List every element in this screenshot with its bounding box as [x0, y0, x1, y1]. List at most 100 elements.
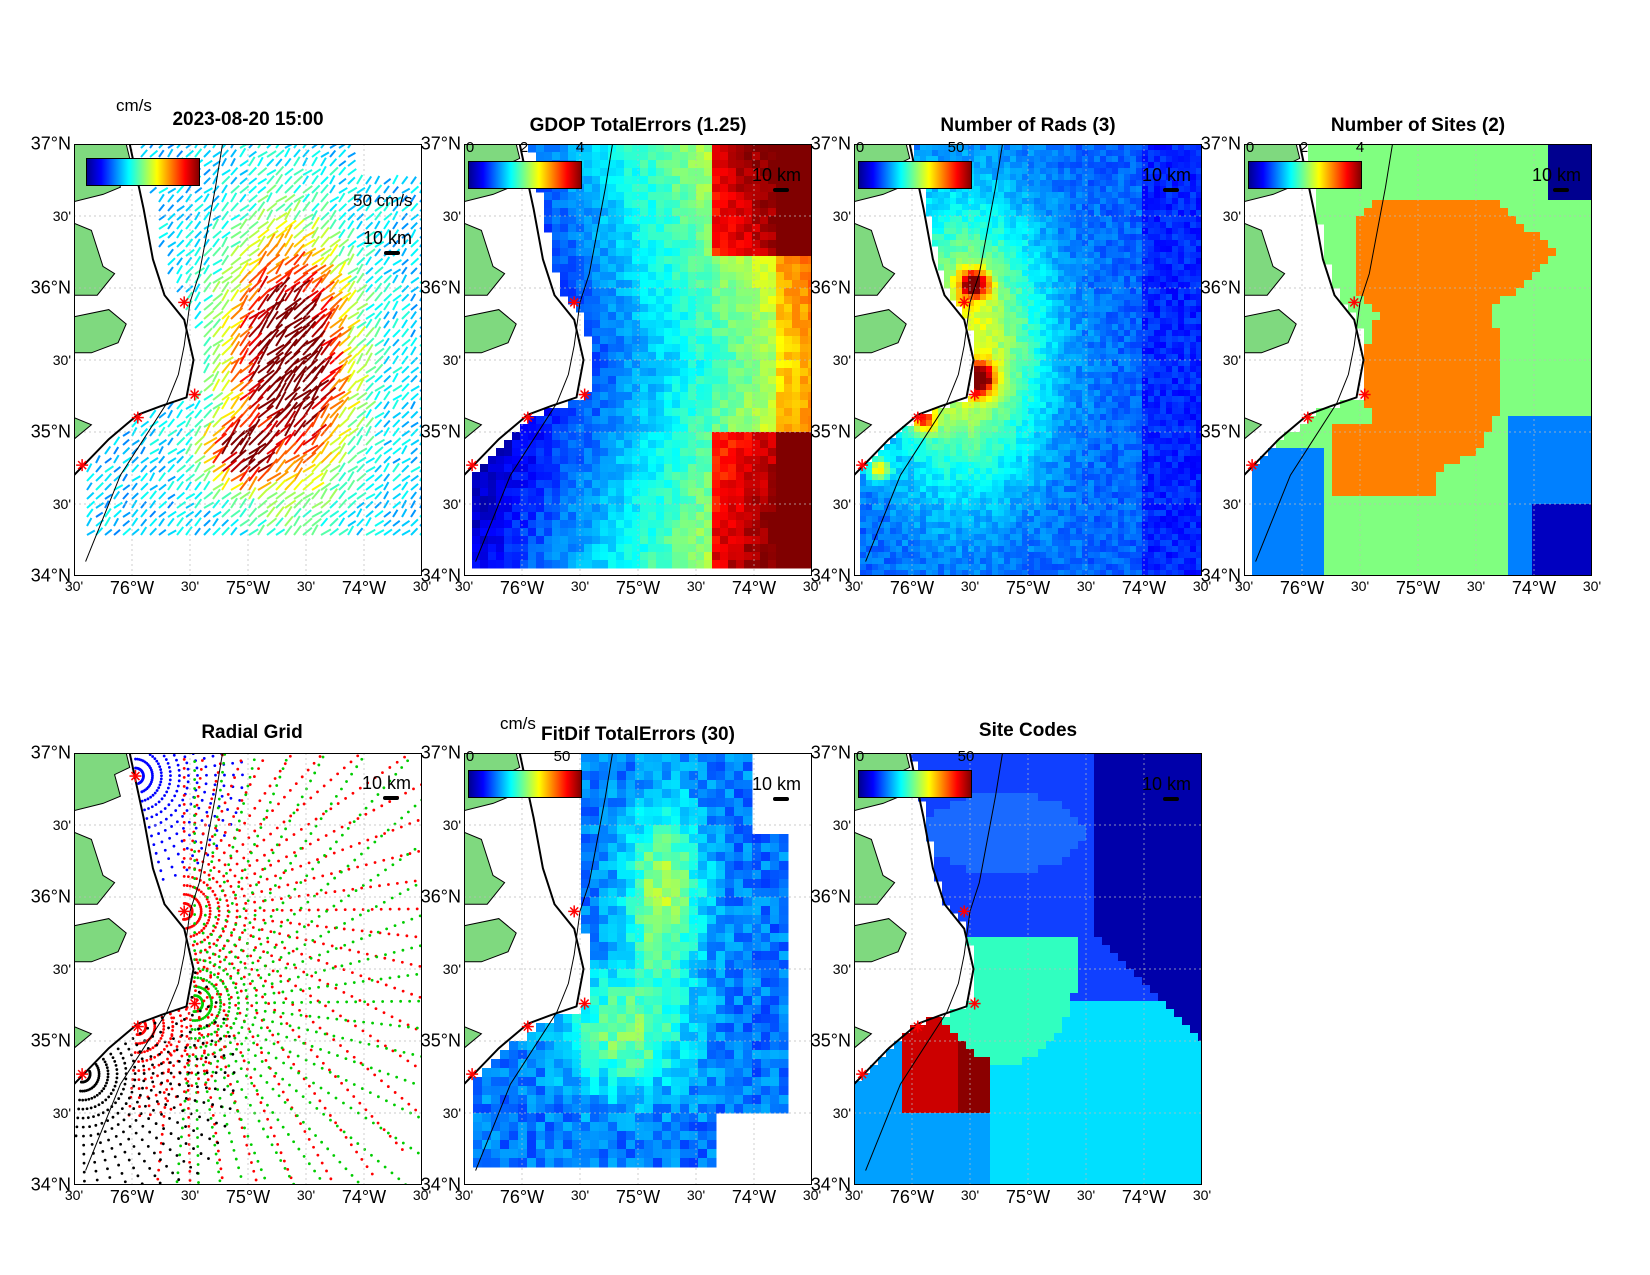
nrads-colorbar [858, 161, 972, 189]
site-marker-icon [578, 388, 591, 401]
radial-grid-map [73, 752, 424, 1187]
coastline [853, 143, 975, 476]
lat-tick-label: 30' [52, 1105, 71, 1121]
coastline [1243, 143, 1365, 476]
lon-tick-label: 30' [296, 578, 316, 594]
panel-currents [73, 138, 429, 576]
gdop-title: GDOP TotalErrors (1.25) [529, 115, 747, 136]
nsites-colorbar [1248, 161, 1362, 189]
lon-tick-label: 76°W [889, 578, 935, 598]
lon-tick-label: 30' [64, 578, 84, 594]
nsites-cb-tick-1: 2 [1299, 139, 1309, 156]
lon-tick-label: 74°W [731, 1187, 777, 1207]
site-marker-icon [911, 1020, 924, 1033]
lon-tick-label: 30' [844, 1187, 864, 1203]
lon-tick-label: 30' [570, 1187, 590, 1203]
lon-tick-label: 30' [844, 578, 864, 594]
land-polygon [463, 309, 517, 354]
gdop-cb-tick-0: 0 [465, 139, 475, 156]
lon-tick-label: 30' [1076, 1187, 1096, 1203]
lon-tick-label: 30' [960, 578, 980, 594]
lon-tick-label: 76°W [1279, 578, 1325, 598]
lat-tick-label: 30' [52, 817, 71, 833]
site-marker-icon [178, 905, 191, 918]
lon-tick-label: 75°W [615, 1187, 661, 1207]
nrads-title: Number of Rads (3) [940, 115, 1116, 136]
lat-tick-label: 37°N [420, 133, 461, 154]
lat-tick-label: 30' [832, 352, 851, 368]
panel-site-codes [853, 752, 1207, 1186]
lon-tick-label: 30' [296, 1187, 316, 1203]
land-polygon [463, 831, 506, 905]
lon-tick-label: 30' [1582, 578, 1602, 594]
lat-tick-label: 35°N [420, 1030, 461, 1051]
site-marker-icon [968, 997, 981, 1010]
site-marker-icon [521, 1020, 534, 1033]
scale-bar [384, 251, 400, 255]
fitdif-map [463, 752, 812, 1185]
nsites-scale-bar [1553, 188, 1569, 192]
lat-tick-label: 30' [832, 208, 851, 224]
panel-nrads [853, 143, 1203, 577]
land-polygon [853, 309, 907, 354]
lon-tick-label: 75°W [1005, 1187, 1051, 1207]
lat-tick-label: 30' [442, 817, 461, 833]
lat-tick-label: 35°N [420, 421, 461, 442]
lat-tick-label: 30' [832, 961, 851, 977]
gdop-scale-label: 10 km [752, 165, 802, 185]
gdop-colorbar [468, 161, 582, 189]
land-polygon [73, 831, 116, 905]
site-codes-colorbar [858, 770, 972, 798]
site-marker-icon [568, 296, 581, 309]
lat-tick-label: 30' [442, 1105, 461, 1121]
lat-tick-label: 34°N [30, 565, 71, 586]
radial-scale-label: 10 km [362, 773, 412, 793]
nsites-cb-tick-2: 4 [1355, 139, 1365, 156]
lon-tick-label: 30' [1466, 578, 1486, 594]
timestamp-title: 2023-08-20 15:00 [172, 109, 324, 130]
site-marker-icon [578, 997, 591, 1010]
lat-tick-label: 37°N [30, 133, 71, 154]
lat-tick-label: 35°N [30, 421, 71, 442]
lon-tick-label: 30' [802, 578, 822, 594]
land-polygon [73, 416, 93, 441]
lat-tick-label: 30' [1222, 352, 1241, 368]
lat-tick-label: 30' [1222, 496, 1241, 512]
lon-tick-label: 75°W [1005, 578, 1051, 598]
isobath-line [865, 143, 1003, 562]
site-marker-icon [911, 411, 924, 424]
lat-tick-label: 37°N [810, 133, 851, 154]
panel-gdop [463, 143, 817, 576]
site-codes-map [853, 752, 1207, 1186]
isobath-line [475, 143, 613, 562]
land-polygon [463, 1025, 483, 1050]
lon-tick-label: 76°W [499, 1187, 545, 1207]
lat-tick-label: 30' [52, 352, 71, 368]
lon-tick-label: 74°W [341, 578, 387, 598]
lat-tick-label: 35°N [1200, 421, 1241, 442]
map-frame [74, 753, 422, 1185]
nrads-scale-bar [1163, 188, 1179, 192]
site-codes-title: Site Codes [978, 720, 1078, 741]
site-marker-icon [466, 1068, 479, 1081]
fitdif-units-label: cm/s [500, 714, 536, 733]
gdop-map [463, 143, 817, 576]
site-marker-icon [1301, 411, 1314, 424]
map-frame [464, 753, 812, 1185]
coastline [73, 752, 195, 1085]
lon-tick-label: 75°W [225, 1187, 271, 1207]
land-polygon [463, 918, 517, 963]
coastline [853, 752, 975, 1085]
lat-tick-label: 34°N [420, 1174, 461, 1195]
land-polygon [1243, 416, 1263, 441]
lat-tick-label: 30' [52, 208, 71, 224]
lat-tick-label: 37°N [810, 742, 851, 763]
map-frame [1244, 144, 1592, 576]
lat-tick-label: 37°N [1200, 133, 1241, 154]
lon-tick-label: 74°W [731, 578, 777, 598]
lon-tick-label: 75°W [1395, 578, 1441, 598]
land-polygon [463, 416, 483, 441]
lon-tick-label: 30' [180, 1187, 200, 1203]
lat-tick-label: 37°N [420, 742, 461, 763]
